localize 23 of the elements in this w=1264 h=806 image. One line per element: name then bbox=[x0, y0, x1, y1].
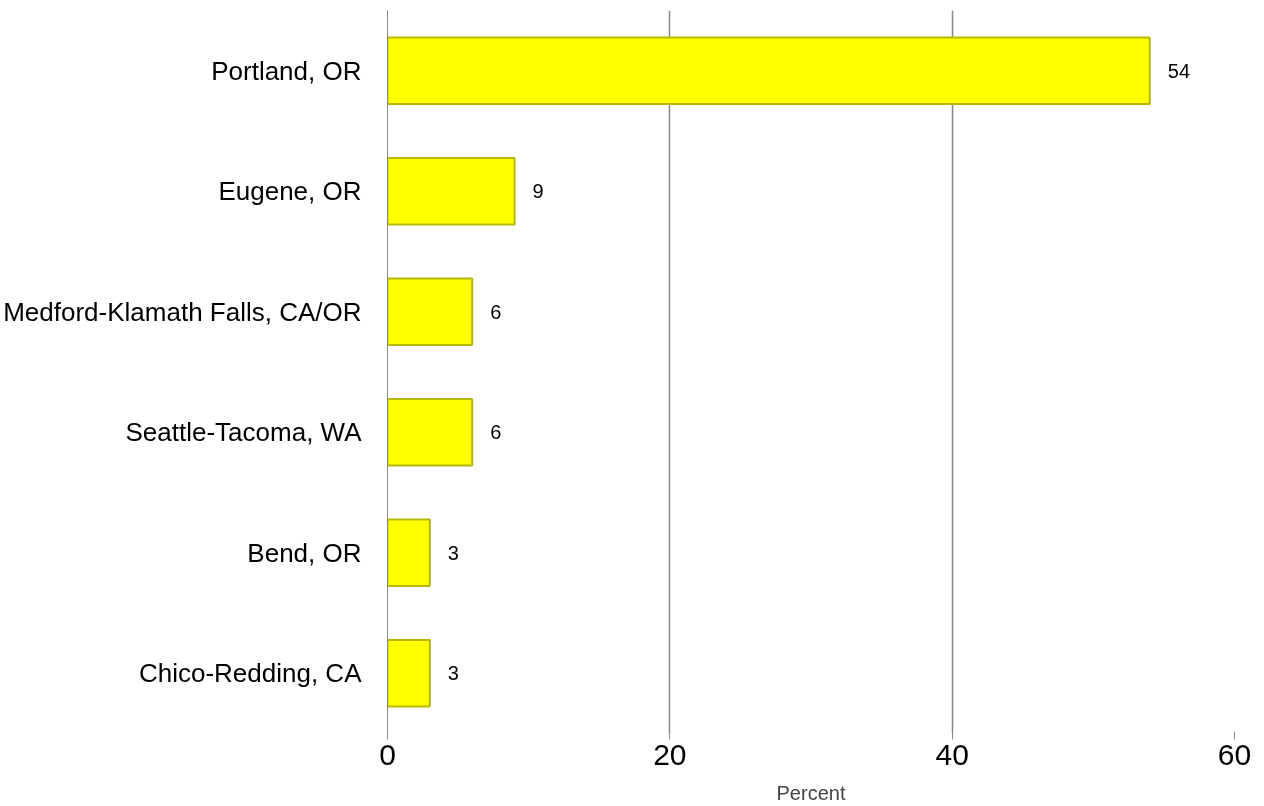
data-label: 9 bbox=[532, 180, 544, 203]
data-label: 54 bbox=[1167, 59, 1191, 82]
bar bbox=[387, 398, 474, 467]
data-label: 3 bbox=[447, 541, 459, 564]
data-label: 6 bbox=[490, 421, 502, 444]
bar bbox=[387, 639, 431, 708]
data-label: 3 bbox=[447, 662, 459, 685]
x-tick-label: 0 bbox=[379, 737, 396, 771]
bar bbox=[387, 157, 516, 226]
x-axis-title: Percent bbox=[776, 781, 846, 804]
y-tick-label: Portland, OR bbox=[211, 55, 362, 86]
y-tick-label: Chico-Redding, CA bbox=[138, 658, 363, 689]
data-label: 6 bbox=[490, 300, 502, 323]
bar bbox=[387, 518, 431, 587]
x-tick-label: 20 bbox=[653, 737, 687, 771]
y-tick-label: Medford-Klamath Falls, CA/OR bbox=[3, 296, 362, 327]
bar bbox=[387, 277, 474, 346]
y-tick-label: Eugene, OR bbox=[218, 176, 362, 207]
y-tick-label: Seattle-Tacoma, WA bbox=[125, 417, 363, 448]
x-tick-label: 40 bbox=[935, 737, 969, 771]
bar bbox=[387, 36, 1151, 105]
x-tick-label: 60 bbox=[1217, 737, 1252, 771]
y-tick-label: Bend, OR bbox=[247, 537, 362, 568]
